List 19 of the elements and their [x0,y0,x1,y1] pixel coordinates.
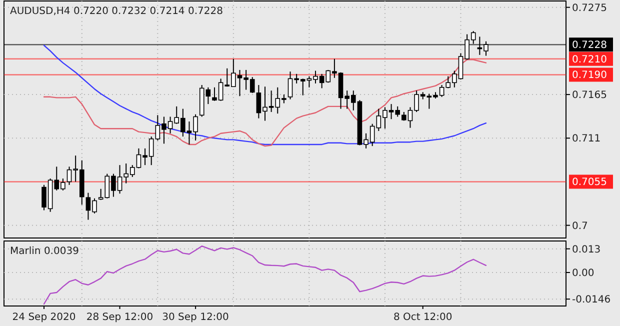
x-tick-label: 8 Oct 12:00 [393,312,452,323]
ref-line-label: 0.7228 [572,40,607,52]
ref-line-label: 0.7210 [572,54,607,66]
x-tick-label: 24 Sep 2020 [12,312,76,323]
ref-line-label: 0.7055 [572,177,607,188]
y-tick-label: 0.711 [572,134,601,145]
y-tick-label: -0.0146 [572,294,611,306]
ref-line-label: 0.7190 [572,70,607,82]
text: AUDUSD,H4 0.7220 0.7232 0.7214 0.7228 [10,6,223,17]
y-tick-label: 0.7275 [572,2,607,14]
y-tick-label: 0.00 [572,268,594,279]
line-series [43,246,487,305]
x-tick-label: 28 Sep 12:00 [86,312,154,323]
line-series [43,44,487,146]
y-tick-label: 0.7 [572,220,588,232]
text: Marlin 0.0039 [10,246,79,257]
y-tick-label: 0.7165 [572,90,607,102]
y-tick-label: 0.013 [572,244,601,256]
x-tick-label: 30 Sep 12:00 [162,312,229,323]
